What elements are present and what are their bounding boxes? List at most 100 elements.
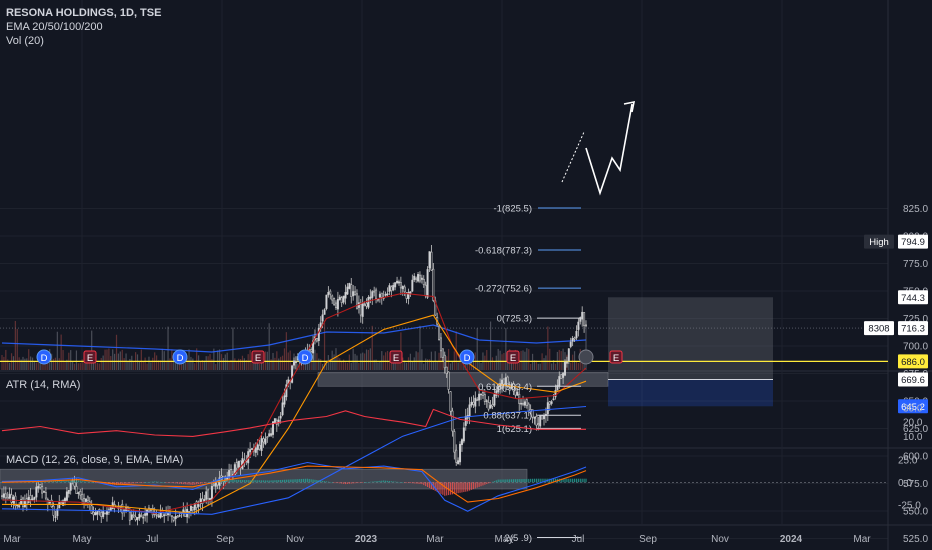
- volume-bar: [358, 363, 359, 370]
- macd-histogram-bar: [333, 482, 334, 483]
- macd-histogram-bar: [585, 479, 586, 483]
- candle-body: [228, 470, 229, 476]
- volume-bar: [265, 351, 266, 370]
- volume-bar: [479, 362, 480, 370]
- candle-body: [32, 499, 33, 500]
- volume-bar: [282, 356, 283, 370]
- macd-histogram-bar: [175, 482, 176, 483]
- earnings-marker[interactable]: E: [390, 351, 402, 364]
- volume-bar: [421, 349, 422, 370]
- candle-body: [135, 517, 136, 520]
- macd-histogram-bar: [509, 479, 510, 482]
- candle-body: [330, 291, 331, 294]
- macd-histogram-bar: [139, 482, 140, 483]
- volume-bar: [53, 359, 54, 370]
- candle-body: [526, 400, 527, 406]
- macd-histogram-bar: [465, 482, 466, 491]
- macd-histogram-bar: [368, 482, 369, 483]
- candle-body: [196, 502, 197, 508]
- volume-bar: [194, 363, 195, 370]
- candle-body: [404, 287, 405, 292]
- macd-histogram-bar: [181, 482, 182, 484]
- candle-body: [230, 470, 231, 477]
- macd-histogram-bar: [125, 482, 126, 484]
- volume-bar: [368, 350, 369, 370]
- macd-tick: 25.0: [898, 455, 918, 466]
- volume-bar: [148, 357, 149, 370]
- macd-histogram-bar: [375, 481, 376, 482]
- volume-legend[interactable]: Vol (20): [6, 34, 161, 48]
- dividend-marker[interactable]: D: [173, 350, 187, 364]
- candle-body: [45, 493, 46, 498]
- candle-body: [417, 274, 418, 281]
- dividend-marker[interactable]: D: [460, 350, 474, 364]
- macd-histogram-bar: [143, 482, 144, 483]
- macd-histogram-bar: [515, 479, 516, 482]
- macd-histogram-bar: [362, 482, 363, 483]
- volume-bar: [146, 364, 147, 370]
- candle-body: [574, 338, 575, 339]
- macd-histogram-bar: [154, 481, 155, 482]
- volume-bar: [236, 362, 237, 370]
- macd-legend[interactable]: MACD (12, 26, close, 9, EMA, EMA): [6, 453, 183, 467]
- candle-body: [534, 417, 535, 418]
- volume-bar: [377, 362, 378, 370]
- macd-histogram-bar: [396, 482, 397, 483]
- volume-bar: [339, 358, 340, 370]
- candle-body: [400, 283, 401, 288]
- candle-body: [60, 503, 61, 504]
- volume-bar: [435, 351, 436, 370]
- price-label-value: 744.3: [901, 293, 925, 304]
- candle-body: [70, 483, 71, 491]
- macd-histogram-bar: [400, 482, 401, 483]
- candle-body: [93, 512, 94, 515]
- volume-bar: [276, 351, 277, 370]
- candle: [438, 324, 439, 341]
- candle-body: [381, 293, 382, 297]
- macd-histogram-bar: [76, 481, 77, 483]
- volume-bar: [223, 358, 224, 370]
- volume-bar: [131, 356, 132, 370]
- candle-body: [448, 372, 449, 389]
- volume-bar: [379, 362, 380, 370]
- volume-bar: [347, 363, 348, 370]
- volume-bar: [448, 349, 449, 370]
- macd-histogram-bar: [286, 480, 287, 483]
- volume-bar: [101, 358, 102, 370]
- symbol-title[interactable]: RESONA HOLDINGS, 1D, TSE: [6, 6, 161, 20]
- macd-histogram-bar: [517, 479, 518, 482]
- time-tick: Mar: [853, 534, 871, 545]
- price-tick: 775.0: [903, 259, 928, 270]
- macd-histogram-bar: [137, 482, 138, 483]
- dividend-marker[interactable]: D: [37, 350, 51, 364]
- candle-body: [331, 296, 332, 300]
- earnings-marker[interactable]: E: [84, 351, 96, 364]
- volume-bar: [522, 350, 523, 370]
- candle-body: [5, 494, 6, 498]
- macd-histogram-bar: [160, 482, 161, 483]
- atr-legend[interactable]: ATR (14, RMA): [6, 378, 80, 392]
- time-tick: 2023: [355, 534, 378, 545]
- ema-legend[interactable]: EMA 20/50/100/200: [6, 20, 161, 34]
- candle-body: [268, 434, 269, 437]
- macd-histogram-bar: [173, 482, 174, 483]
- dividend-marker[interactable]: D: [298, 350, 312, 364]
- candle-body: [385, 294, 386, 295]
- candle-body: [375, 290, 376, 298]
- volume-bar: [32, 358, 33, 370]
- macd-histogram-bar: [406, 482, 407, 483]
- candle-body: [351, 285, 352, 297]
- time-tick: Mar: [426, 534, 444, 545]
- earnings-marker[interactable]: E: [507, 351, 519, 364]
- earnings-marker[interactable]: E: [252, 351, 264, 364]
- atr-tick: 30.0: [903, 404, 923, 415]
- macd-histogram-bar: [311, 479, 312, 482]
- macd-histogram-bar: [530, 479, 531, 482]
- candle-body: [337, 299, 338, 309]
- candle-body: [578, 322, 579, 330]
- candle-body: [553, 399, 554, 400]
- candle-body: [389, 286, 390, 292]
- macd-histogram-bar: [68, 481, 69, 483]
